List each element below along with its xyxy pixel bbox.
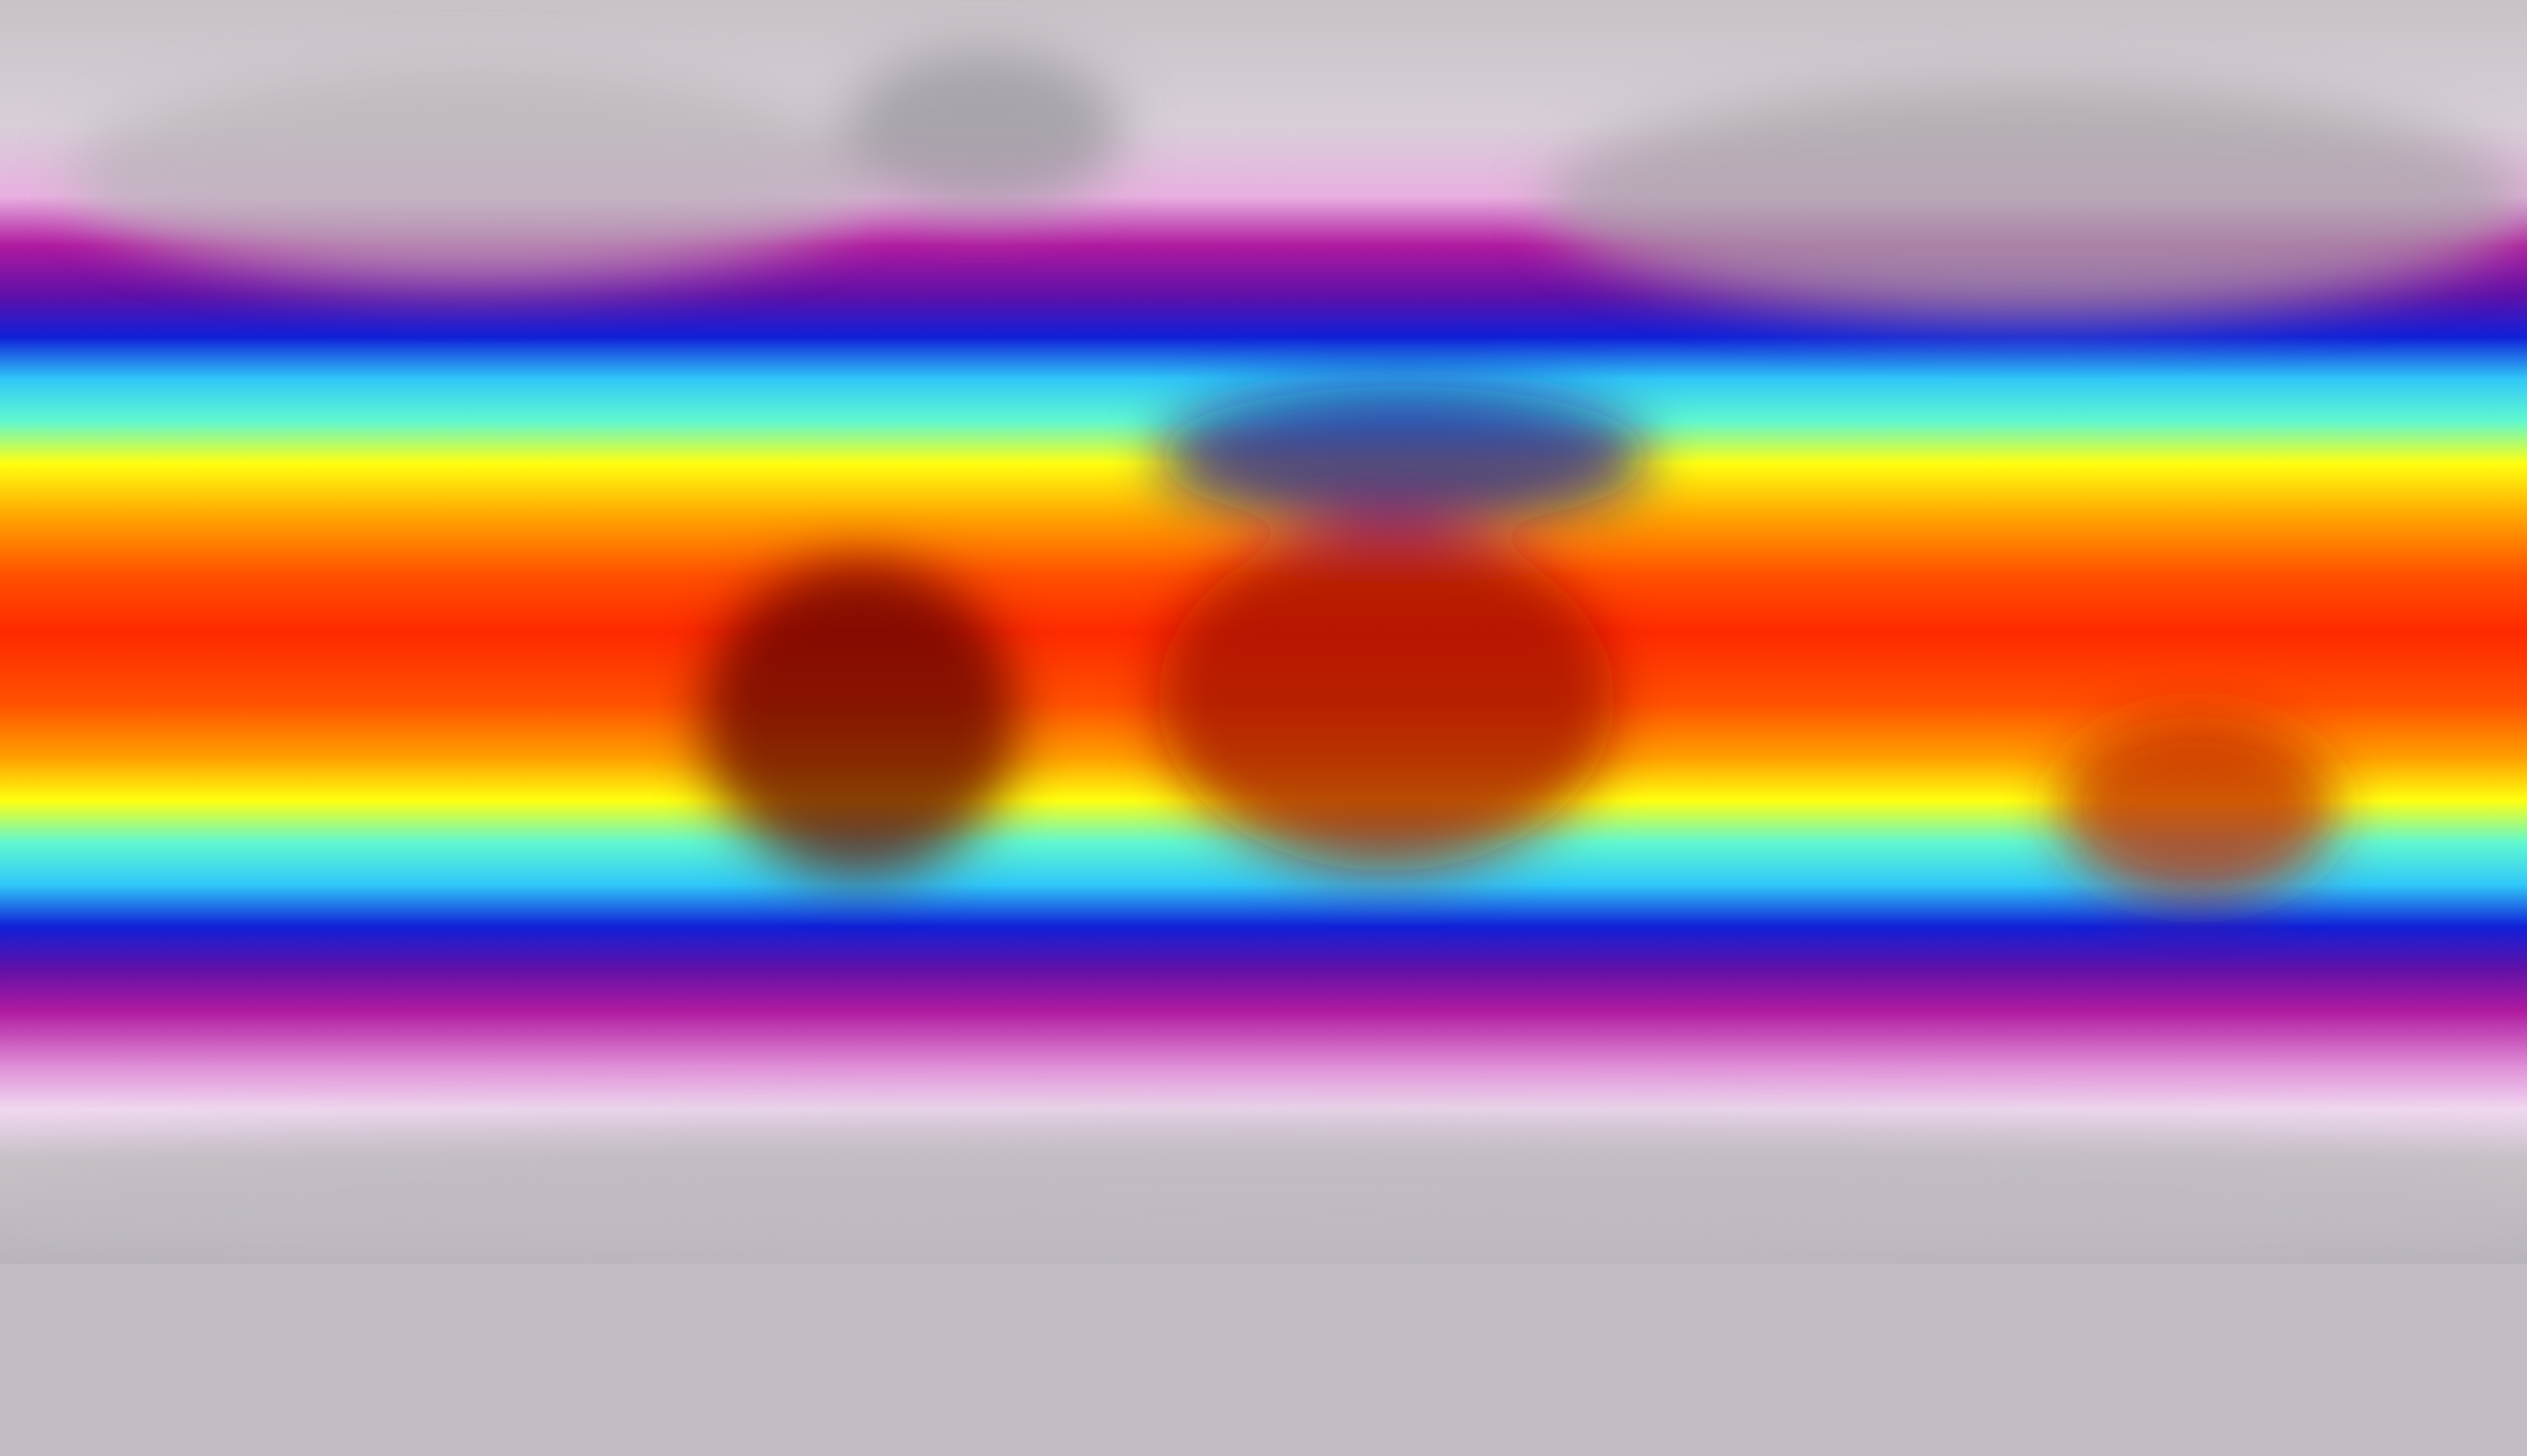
region-sahara-arabia (1158, 386, 1650, 527)
region-south-america (701, 561, 1018, 878)
region-antarctica (0, 1123, 2527, 1264)
region-greenland (842, 49, 1124, 211)
region-north-america (70, 70, 878, 281)
region-africa (1158, 527, 1615, 871)
region-australia (2056, 716, 2337, 899)
global-temperature-map (0, 0, 2527, 1264)
region-eurasia (1544, 84, 2527, 316)
land-regions (0, 49, 2527, 1264)
